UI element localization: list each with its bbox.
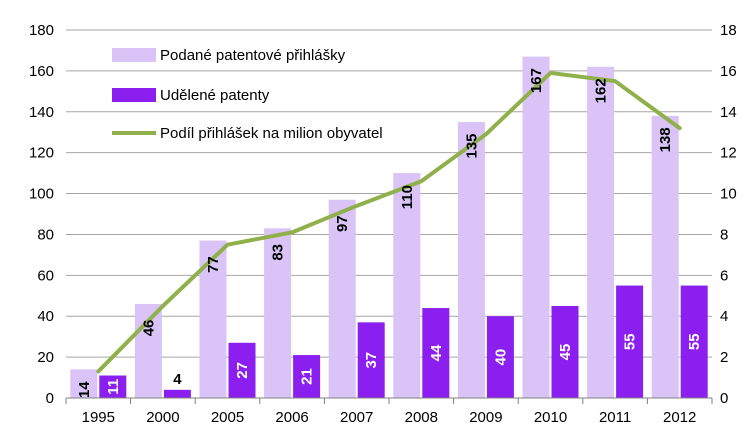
y-tick-label: 140 <box>29 104 54 121</box>
legend-swatch <box>112 48 156 62</box>
line-share-per-million <box>96 70 682 374</box>
bar-applications-label: 83 <box>270 244 287 261</box>
y-tick-label: 40 <box>37 308 54 325</box>
y-tick-label: 60 <box>37 267 54 284</box>
y-tick-label: 100 <box>29 186 54 203</box>
legend-label: Podané patentové přihlášky <box>160 47 346 64</box>
bar-granted <box>680 285 708 398</box>
bar-applications <box>457 122 485 398</box>
x-tick-label: 2010 <box>534 409 567 426</box>
bar-series <box>70 56 708 399</box>
y-tick-label: 180 <box>29 22 54 39</box>
bar-granted <box>551 306 579 398</box>
y-tick-label: 20 <box>37 349 54 366</box>
x-tick-label: 2007 <box>340 409 373 426</box>
y2-tick-label: 8 <box>720 226 728 243</box>
bar-granted-label: 40 <box>492 349 509 366</box>
bar-granted <box>293 355 321 398</box>
bar-applications <box>328 199 356 398</box>
bar-applications-label: 135 <box>463 133 480 158</box>
bar-applications <box>651 115 679 398</box>
axes: 0204060801001201401601800246810121416181… <box>29 22 737 426</box>
bar-granted-label: 45 <box>557 344 574 361</box>
bar-applications-label: 46 <box>140 320 157 337</box>
y2-tick-label: 6 <box>720 267 728 284</box>
y2-tick-label: 10 <box>720 186 737 203</box>
y2-tick-label: 12 <box>720 145 737 162</box>
x-tick-label: 2006 <box>275 409 308 426</box>
bar-applications-label: 167 <box>528 68 545 93</box>
bar-applications-label: 138 <box>657 127 674 152</box>
y-tick-label: 120 <box>29 145 54 162</box>
y-tick-label: 160 <box>29 63 54 80</box>
bar-applications <box>393 173 421 398</box>
bar-applications-label: 110 <box>399 185 416 209</box>
legend-label: Podíl přihlášek na milion obyvatel <box>160 125 383 142</box>
line-series: 14 11 46 4 77 27 83 21 97 37 110 44 135 40 167 45 162 55 1… <box>76 68 703 398</box>
bar-granted-label: 11 <box>105 379 122 395</box>
bar-granted-label: 37 <box>363 352 380 369</box>
bar-granted-label: 4 <box>173 371 182 388</box>
bar-applications-label: 162 <box>593 78 610 103</box>
bar-granted-label: 55 <box>686 333 703 350</box>
bar-granted-label: 21 <box>299 368 316 385</box>
y2-tick-label: 4 <box>720 308 728 325</box>
x-tick-label: 2011 <box>599 409 631 426</box>
x-tick-label: 2012 <box>663 409 696 426</box>
grid-lines <box>66 29 712 399</box>
legend: Podané patentové přihlášky Udělené patent… <box>112 47 383 142</box>
bar-granted-label: 27 <box>234 362 251 379</box>
y2-tick-label: 16 <box>720 63 737 80</box>
y2-tick-label: 18 <box>720 22 737 39</box>
bar-granted <box>99 375 127 398</box>
bar-applications-label: 14 <box>76 381 93 398</box>
x-tick-label: 2000 <box>146 409 179 426</box>
bar-applications <box>70 369 98 398</box>
bar-applications <box>522 56 550 398</box>
x-tick-label: 2005 <box>211 409 244 426</box>
bar-granted <box>486 316 514 398</box>
x-tick-label: 2008 <box>405 409 438 426</box>
bar-granted <box>616 285 644 398</box>
bar-applications-label: 77 <box>205 256 222 273</box>
bar-granted <box>163 389 191 398</box>
y2-tick-label: 0 <box>720 390 728 407</box>
x-tick-label: 2009 <box>469 409 502 426</box>
bar-granted <box>228 342 256 398</box>
y2-tick-label: 14 <box>720 104 737 121</box>
y-tick-label: 0 <box>46 390 54 407</box>
legend-label: Udělené patenty <box>160 87 270 104</box>
bar-applications <box>264 228 292 398</box>
bar-applications-label: 97 <box>334 215 351 232</box>
bar-granted <box>422 308 450 398</box>
bar-granted <box>357 322 385 398</box>
bar-applications <box>587 66 615 399</box>
y-tick-label: 80 <box>37 226 54 243</box>
legend-swatch <box>112 88 156 102</box>
y2-tick-label: 2 <box>720 349 728 366</box>
x-tick-label: 1995 <box>82 409 115 426</box>
bar-granted-label: 55 <box>622 333 639 350</box>
bar-granted-label: 44 <box>428 344 445 361</box>
